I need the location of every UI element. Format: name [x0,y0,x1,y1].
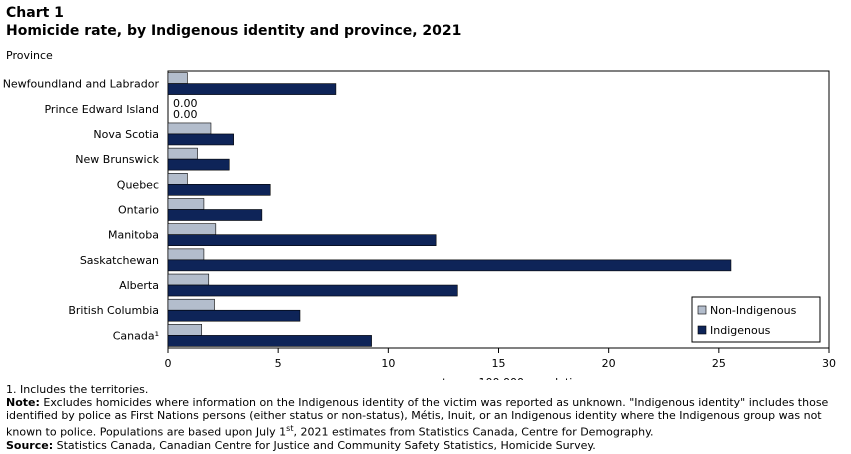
bar-indigenous-canada [167,335,372,347]
category-label-quebec: Quebec [117,178,159,191]
category-label-prince-edward-island: Prince Edward Island [44,103,159,116]
x-tick-label-30: 30 [822,357,836,370]
source: Source: Statistics Canada, Canadian Cent… [6,439,846,452]
bar-indigenous-manitoba [167,234,437,246]
data-label-non-indigenous-prince-edward-island: 0.00 [173,97,198,110]
legend-swatch-indigenous [697,325,707,335]
source-label: Source: [6,438,54,452]
footnotes: 1. Includes the territories. Note: Exclu… [6,383,846,452]
bar-non-indigenous-alberta [167,273,210,286]
chart-subtitle: Homicide rate, by Indigenous identity an… [6,23,462,39]
x-tick-label-10: 10 [381,357,395,370]
legend-swatch-non-indigenous [697,305,707,315]
x-tick-label-20: 20 [602,357,616,370]
category-label-saskatchewan: Saskatchewan [80,254,159,267]
note-label: Note: [6,396,40,409]
bar-chart: Province Newfoundland and Labrador Prince … [3,49,836,380]
bar-non-indigenous-new-brunswick [167,147,198,160]
bar-non-indigenous-canada [167,324,203,336]
bar-indigenous-ontario [167,209,263,221]
bar-non-indigenous-saskatchewan [167,248,205,261]
bar-indigenous-nova-scotia [167,133,234,146]
note-superscript: st [286,424,294,433]
category-label-nova-scotia: Nova Scotia [93,128,159,141]
bar-non-indigenous-nova-scotia [167,122,212,135]
bar-indigenous-alberta [167,284,458,297]
category-label-british-columbia: British Columbia [68,304,159,317]
bar-non-indigenous-ontario [167,198,205,210]
data-label-indigenous-prince-edward-island: 0.00 [173,108,198,121]
chart-title: Chart 1 [6,5,64,21]
note: Note: Excludes homicides where informati… [6,396,846,439]
bar-non-indigenous-british-columbia [167,298,215,311]
x-tick-label-5: 5 [275,357,282,370]
legend [691,296,821,343]
category-label-manitoba: Manitoba [108,229,159,242]
x-tick-label-15: 15 [492,357,506,370]
bar-indigenous-saskatchewan [167,259,732,272]
x-tick-label-25: 25 [712,357,726,370]
source-text: Statistics Canada, Canadian Centre for J… [53,438,596,452]
category-label-canada: Canada¹ [113,329,159,342]
legend-label-non-indigenous: Non-Indigenous [710,304,797,317]
note-text-end: , 2021 estimates from Statistics Canada,… [293,425,654,439]
x-tick-label-0: 0 [165,357,172,370]
footnote-1: 1. Includes the territories. [6,383,149,396]
category-label-newfoundland-and-labrador: Newfoundland and Labrador [3,78,160,91]
category-label-alberta: Alberta [119,279,159,292]
bar-indigenous-british-columbia [167,309,301,322]
bar-indigenous-quebec [167,184,271,196]
x-axis-title: rate per 100,000 population [431,376,586,380]
bar-non-indigenous-newfoundland-and-labrador [167,72,188,84]
category-label-new-brunswick: New Brunswick [75,153,159,166]
bar-indigenous-newfoundland-and-labrador [167,83,337,95]
bar-non-indigenous-quebec [167,173,188,185]
category-label-ontario: Ontario [118,204,159,217]
y-axis-title: Province [6,49,53,62]
bar-indigenous-new-brunswick [167,158,230,171]
bar-non-indigenous-manitoba [167,223,217,235]
legend-label-indigenous: Indigenous [710,324,771,337]
note-text: Excludes homicides where information on … [6,396,829,439]
